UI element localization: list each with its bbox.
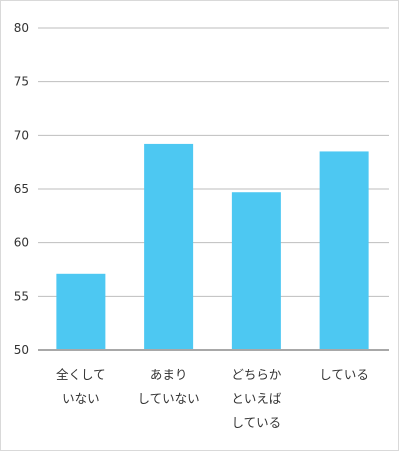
x-tick-label: どちらか [231,367,282,382]
bar [144,143,194,349]
x-tick-label: している [319,367,369,382]
x-tick-label: といえば [231,391,282,406]
y-tick-label: 70 [14,128,29,142]
x-tick-label: していない [138,391,200,406]
x-tick-label: 全くして [56,367,106,382]
x-tick-label: あまり [150,367,188,382]
x-tick-label: している [232,415,282,430]
bar [231,192,281,349]
y-tick-label: 75 [14,75,29,89]
x-tick-label: いない [62,391,100,406]
y-tick-label: 55 [14,289,29,303]
bar [56,273,106,349]
y-tick-label: 65 [14,182,29,196]
y-tick-label: 80 [14,21,29,35]
y-tick-label: 50 [14,343,29,357]
bar [319,151,369,349]
y-tick-label: 60 [14,236,29,250]
